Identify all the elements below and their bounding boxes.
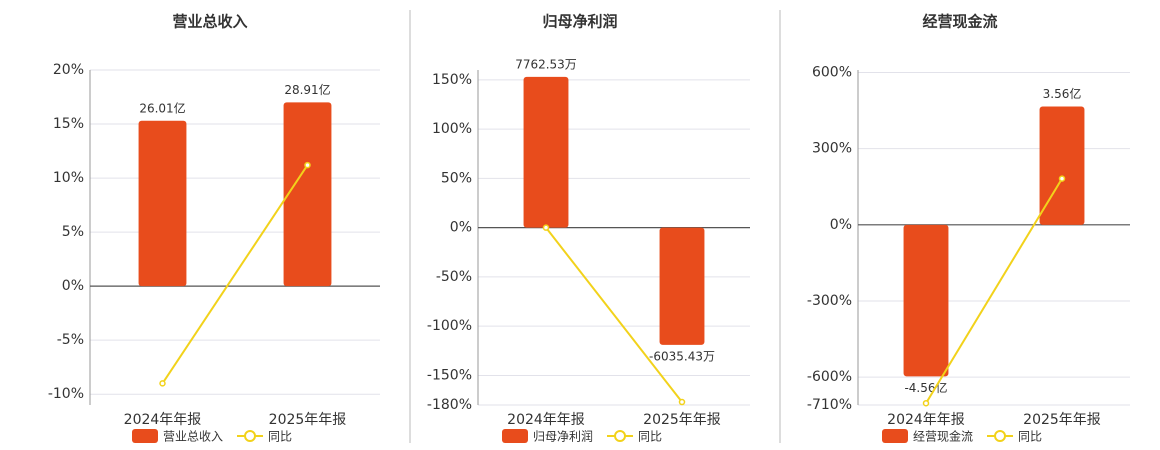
y-tick-label: 100% (432, 121, 472, 137)
y-tick-label: 300% (812, 141, 852, 157)
line-point (304, 161, 311, 169)
y-tick-label: 0% (62, 278, 84, 294)
y-tick-label: 600% (812, 65, 852, 81)
chart-title: 营业总收入 (172, 13, 247, 31)
y-tick-label: 10% (53, 170, 84, 186)
bar (903, 224, 949, 377)
y-tick-label: -300% (807, 293, 852, 309)
line (545, 227, 683, 403)
y-tick-label: 20% (53, 62, 84, 78)
y-tick-label: -100% (427, 318, 472, 334)
line-point (1058, 175, 1066, 182)
legend-label: 同比 (268, 430, 292, 444)
line-point (542, 224, 550, 231)
legend-swatch (244, 430, 257, 442)
line (925, 178, 1063, 404)
y-tick-label: -600% (807, 369, 852, 385)
y-tick-label: 50% (441, 170, 472, 186)
value-label: -6035.43万 (649, 349, 715, 363)
chart-title: 归母净利润 (542, 13, 617, 31)
y-tick-label: -10% (48, 386, 84, 402)
value-label: 28.91亿 (284, 82, 330, 97)
legend-swatch (882, 429, 908, 443)
legend-swatch (994, 430, 1007, 442)
legend-label: 经营现金流 (913, 429, 973, 444)
x-tick-label: 2024年年报 (124, 412, 202, 428)
legend-label: 营业总收入 (163, 430, 223, 444)
y-tick-label: 0% (830, 217, 852, 233)
x-tick-label: 2025年年报 (1023, 412, 1101, 428)
bar (659, 227, 705, 345)
legend-swatch (614, 430, 627, 442)
y-tick-label: 0% (450, 220, 472, 236)
legend-label: 同比 (1018, 430, 1042, 444)
y-tick-label: -710% (807, 397, 852, 413)
chart-title: 经营现金流 (922, 13, 997, 31)
value-label: 3.56亿 (1043, 86, 1082, 101)
legend-swatch (502, 429, 528, 443)
legend-label: 同比 (638, 430, 662, 444)
value-label: 26.01亿 (139, 100, 185, 115)
x-tick-label: 2025年年报 (269, 412, 347, 428)
x-tick-label: 2024年年报 (507, 412, 585, 428)
x-tick-label: 2025年年报 (643, 412, 721, 428)
bar (523, 76, 569, 228)
bar (138, 120, 187, 287)
x-tick-label: 2024年年报 (887, 412, 965, 428)
y-tick-label: -5% (57, 332, 84, 348)
bar (283, 102, 332, 287)
y-tick-label: -50% (436, 269, 472, 285)
bar (1039, 106, 1085, 225)
legend-swatch (132, 429, 158, 443)
value-label: 7762.53万 (515, 57, 577, 71)
y-tick-label: -180% (427, 397, 472, 413)
y-tick-label: 15% (53, 116, 84, 132)
y-tick-label: 5% (62, 224, 84, 240)
legend-label: 归母净利润 (533, 430, 593, 444)
line-point (922, 399, 930, 407)
line-point (159, 380, 166, 387)
line (161, 164, 309, 384)
value-label: -4.56亿 (904, 380, 947, 395)
y-tick-label: -150% (427, 367, 472, 383)
line-point (678, 398, 686, 406)
y-tick-label: 150% (432, 72, 472, 88)
